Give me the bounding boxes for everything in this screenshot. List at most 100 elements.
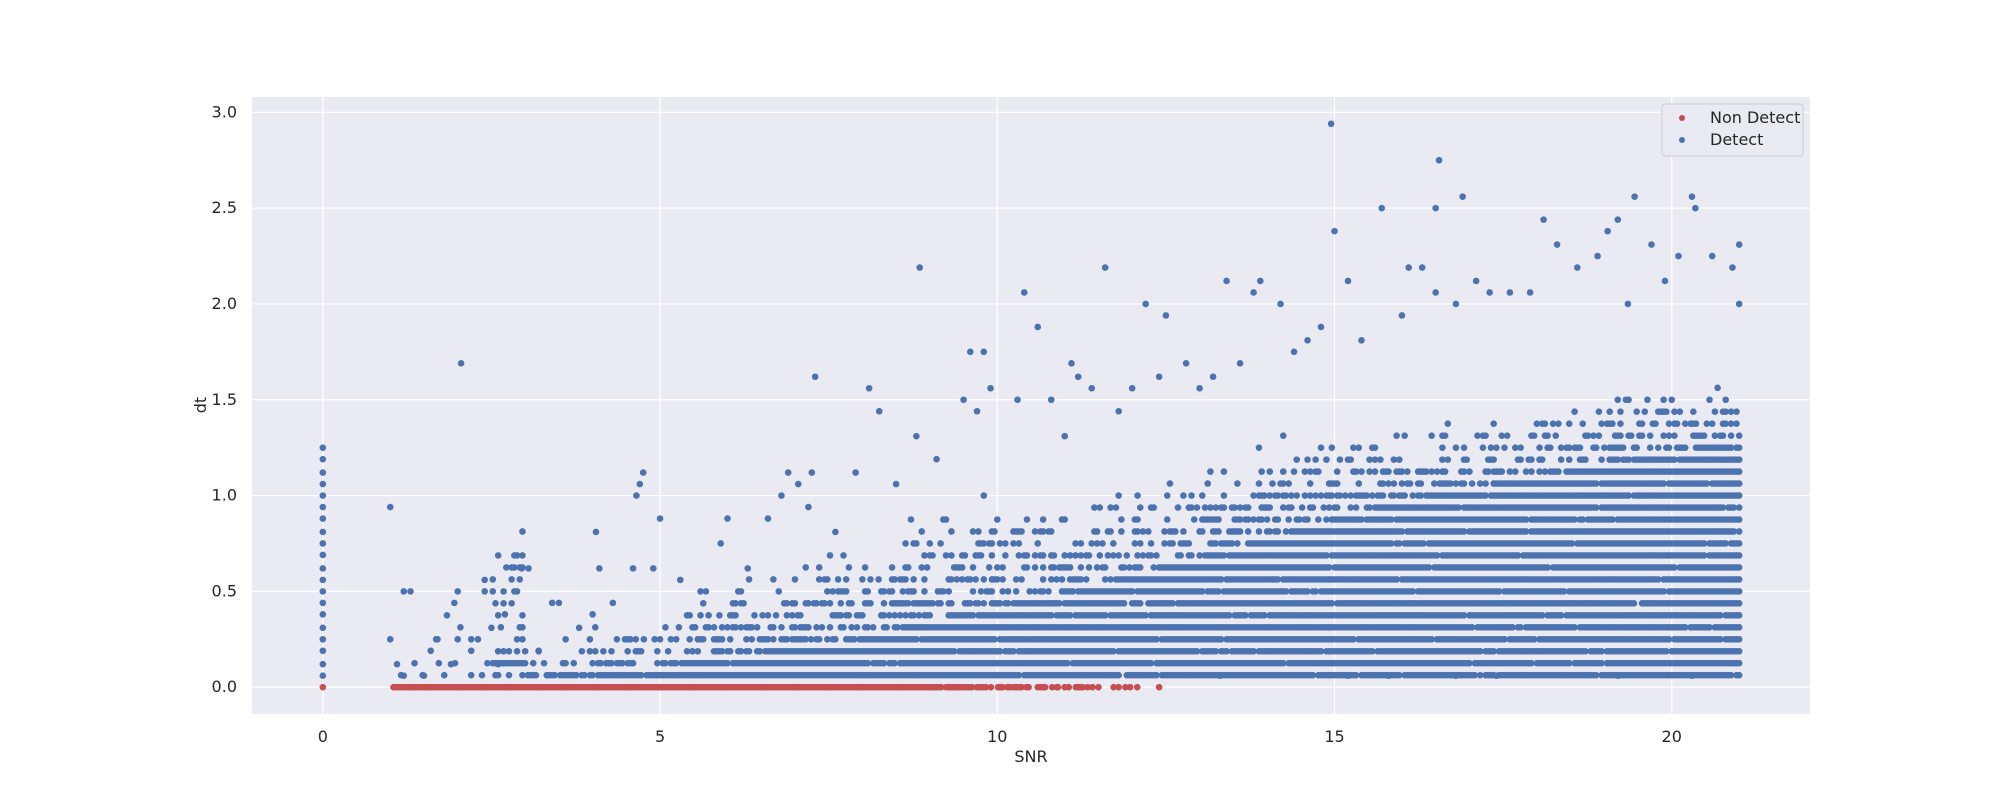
detect-point — [732, 612, 739, 619]
detect-point — [1039, 564, 1047, 571]
detect-point — [1193, 647, 1201, 655]
detect-point — [662, 659, 669, 667]
detect-point — [1325, 504, 1333, 511]
detect-point — [1072, 540, 1079, 547]
detect-point — [842, 588, 850, 595]
detect-point — [1077, 540, 1085, 547]
detect-point — [1633, 444, 1640, 451]
detect-point — [1387, 516, 1395, 523]
detect-point — [1293, 492, 1301, 499]
detect-point — [1306, 492, 1314, 499]
detect-point — [1406, 480, 1414, 487]
detect-point — [1390, 492, 1398, 499]
plot-background — [252, 97, 1810, 714]
detect-point — [1215, 528, 1222, 535]
detect-point — [705, 612, 712, 619]
detect-point — [1180, 528, 1187, 535]
detect-point — [1274, 492, 1282, 499]
detect-point — [1031, 588, 1039, 595]
detect-point — [845, 612, 853, 619]
detect-point — [937, 540, 944, 547]
detect-point — [1390, 480, 1398, 487]
detect-point — [1077, 564, 1085, 571]
detect-point — [950, 647, 958, 655]
detect-point — [1112, 504, 1120, 511]
detect-point — [1441, 432, 1449, 439]
detect-point — [1660, 480, 1667, 487]
detect-point — [813, 623, 820, 631]
detect-point — [1088, 540, 1096, 547]
detect-point — [1358, 468, 1365, 475]
detect-point — [988, 540, 996, 547]
detect-point — [1225, 612, 1233, 619]
detect-point — [1039, 588, 1047, 595]
detect-point — [770, 623, 777, 631]
detect-point — [1317, 444, 1325, 451]
detect-point — [1220, 468, 1228, 475]
detect-point — [926, 612, 934, 619]
detect-point — [1045, 588, 1052, 595]
detect-point — [1255, 444, 1263, 451]
detect-point — [726, 647, 734, 655]
detect-point — [618, 659, 626, 667]
detect-point — [1258, 468, 1265, 475]
detect-point — [1352, 468, 1360, 475]
detect-point — [1395, 540, 1403, 547]
detect-point — [737, 623, 745, 631]
detect-point — [1719, 504, 1727, 511]
detect-point — [1002, 540, 1009, 547]
detect-point — [826, 552, 834, 559]
detect-point — [1627, 432, 1635, 439]
detect-point — [457, 623, 464, 631]
detect-point — [1136, 504, 1144, 511]
detect-point — [1217, 635, 1225, 643]
detect-point — [651, 635, 658, 643]
detect-point — [748, 635, 756, 643]
detect-point — [869, 623, 877, 631]
detect-point — [691, 623, 699, 631]
detect-point — [948, 528, 955, 535]
detect-point — [494, 671, 502, 679]
detect-point — [778, 623, 785, 631]
detect-point — [1455, 504, 1462, 511]
detect-point — [1190, 516, 1198, 523]
detect-point — [562, 659, 569, 667]
detect-point — [1711, 408, 1719, 416]
detect-point — [1350, 444, 1357, 451]
detect-point — [1385, 468, 1392, 475]
detect-point — [1323, 456, 1330, 463]
detect-point — [1614, 456, 1622, 463]
detect-point — [492, 600, 499, 607]
detect-point — [570, 659, 578, 667]
detect-point — [1401, 492, 1408, 499]
detect-point — [1468, 480, 1476, 487]
detect-point — [1204, 480, 1212, 487]
detect-point — [1460, 444, 1468, 451]
detect-point — [724, 659, 731, 667]
detect-point — [1517, 623, 1524, 631]
detect-point — [921, 552, 928, 559]
detect-point — [1379, 492, 1387, 499]
detect-point — [980, 600, 988, 607]
detect-point — [942, 516, 950, 523]
detect-point — [859, 576, 866, 583]
detect-point — [824, 576, 831, 583]
detect-point — [1476, 671, 1484, 679]
detect-point — [1592, 444, 1600, 451]
detect-point — [867, 600, 874, 607]
detect-point — [1169, 540, 1176, 547]
detect-point — [1145, 528, 1152, 535]
detect-point — [1023, 516, 1031, 523]
detect-point — [1555, 468, 1562, 475]
detect-point — [999, 576, 1006, 583]
detect-point — [926, 540, 934, 547]
detect-point — [1517, 444, 1524, 451]
detect-point — [540, 659, 548, 667]
detect-point — [1004, 600, 1012, 607]
detect-point — [937, 600, 944, 607]
detect-point — [1428, 432, 1435, 439]
detect-point — [1422, 468, 1430, 475]
detect-point — [1023, 564, 1031, 571]
detect-point — [1395, 456, 1403, 463]
detect-point — [1293, 456, 1301, 463]
